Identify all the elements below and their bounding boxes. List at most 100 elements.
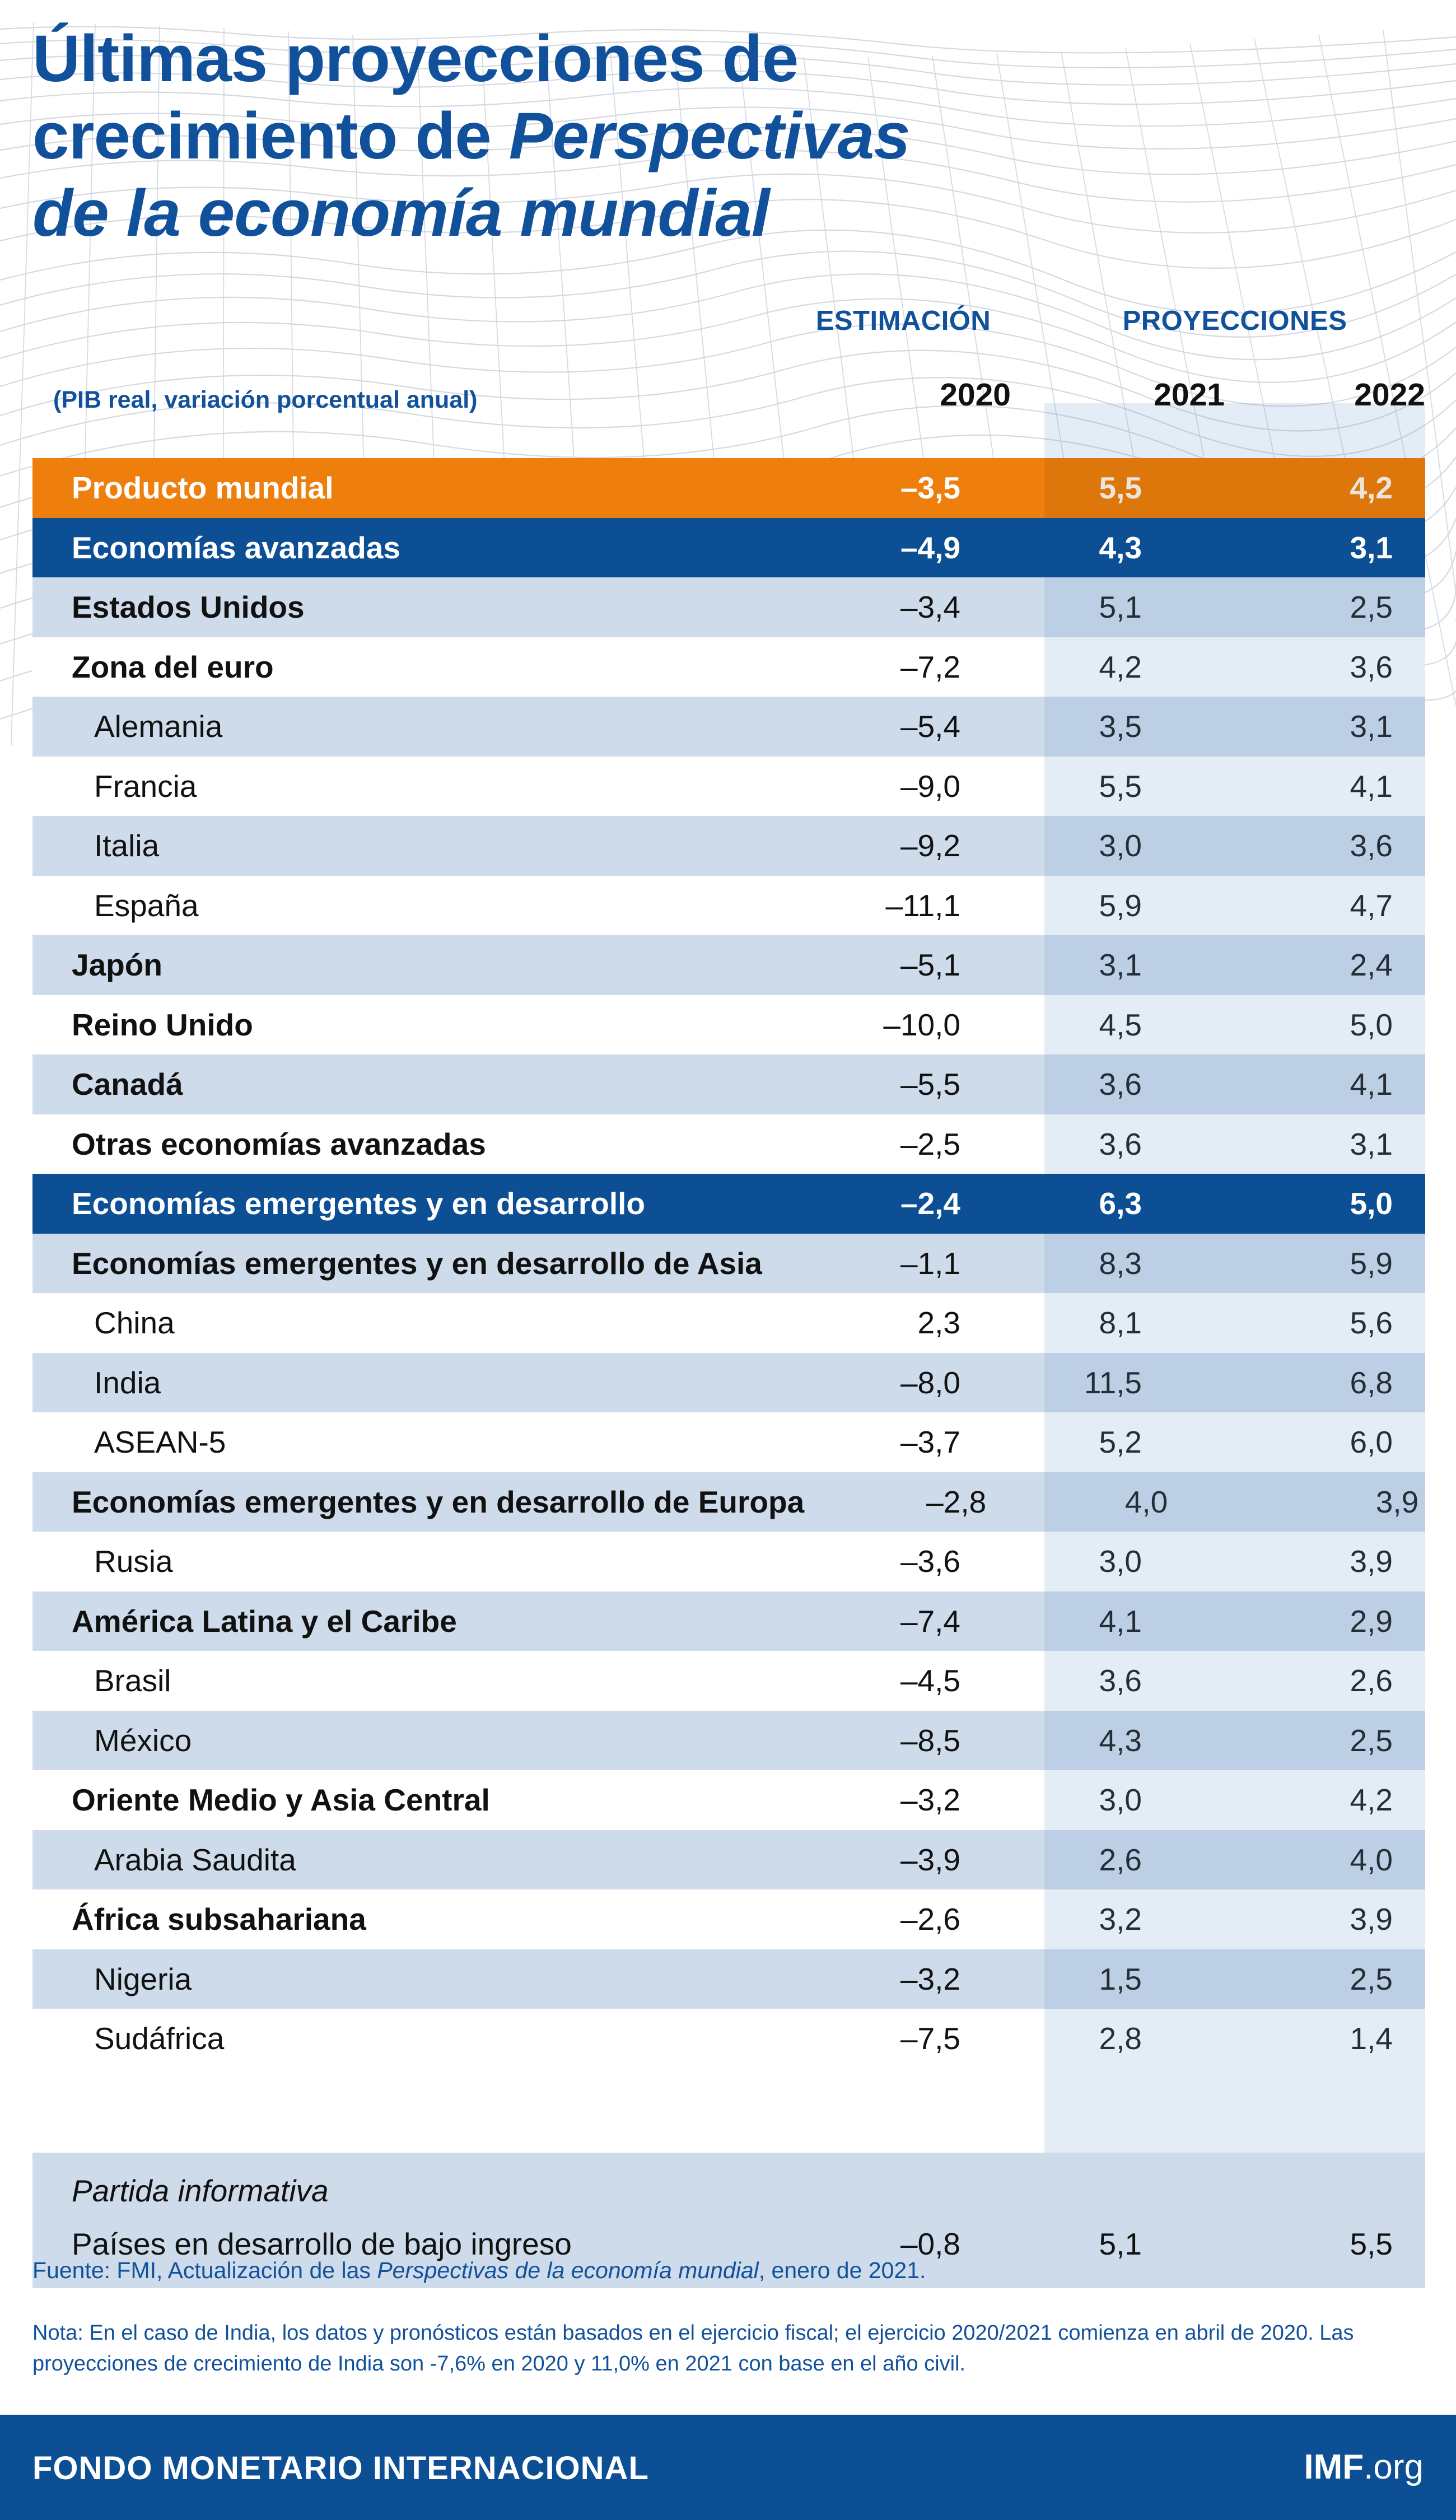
row-value-2020: –3,2 <box>900 1782 960 1818</box>
row-value-2021: 1,5 <box>1099 1961 1142 1996</box>
row-value-2020: –7,5 <box>900 2021 960 2056</box>
table-row: Rusia –3,6 3,0 3,9 <box>32 1532 1425 1592</box>
note-text: Nota: En el caso de India, los datos y p… <box>32 2321 1354 2376</box>
row-value-2021: 4,1 <box>1099 1603 1142 1639</box>
row-label: Francia <box>94 768 197 804</box>
row-value-2020: –3,7 <box>900 1425 960 1460</box>
row-value-2020: –11,1 <box>885 888 960 923</box>
table-row: Arabia Saudita –3,9 2,6 4,0 <box>32 1830 1425 1889</box>
row-value-2021: 3,5 <box>1099 709 1142 744</box>
row-label: Economías emergentes y en desarrollo <box>72 1186 645 1221</box>
source-publication: Perspectivas de la economía mundial <box>377 2257 759 2283</box>
table-row: Zona del euro –7,2 4,2 3,6 <box>32 637 1425 697</box>
row-label: Economías emergentes y en desarrollo de … <box>72 1245 762 1281</box>
table-row: Producto mundial –3,5 5,5 4,2 <box>32 458 1425 518</box>
row-label: Canadá <box>72 1067 183 1102</box>
footer-organization-name: FONDO MONETARIO INTERNACIONAL <box>32 2450 649 2486</box>
table-row: Otras economías avanzadas –2,5 3,6 3,1 <box>32 1114 1425 1174</box>
footer-url-light: .org <box>1364 2448 1424 2486</box>
row-value-2021: 3,0 <box>1099 1544 1142 1579</box>
row-value-2021: 5,1 <box>1099 590 1142 625</box>
table-row: Estados Unidos –3,4 5,1 2,5 <box>32 577 1425 637</box>
memorandum-label: Países en desarrollo de bajo ingreso <box>72 2226 572 2261</box>
row-label: Reino Unido <box>72 1007 253 1042</box>
row-value-2021: 3,1 <box>1099 948 1142 983</box>
row-value-2021: 4,5 <box>1099 1007 1142 1042</box>
row-label: Brasil <box>94 1663 171 1698</box>
table-row: México –8,5 4,3 2,5 <box>32 1710 1425 1770</box>
row-value-2021: 8,1 <box>1099 1305 1142 1341</box>
table-row: Alemania –5,4 3,5 3,1 <box>32 697 1425 757</box>
row-value-2021: 5,9 <box>1099 888 1142 923</box>
row-value-2022: 3,9 <box>1350 1544 1393 1579</box>
row-value-2022: 3,1 <box>1350 1126 1393 1161</box>
row-value-2020: –7,4 <box>900 1603 960 1639</box>
row-value-2022: 4,0 <box>1350 1842 1393 1877</box>
table-row: Oriente Medio y Asia Central –3,2 3,0 4,2 <box>32 1770 1425 1830</box>
row-label: India <box>94 1365 161 1400</box>
spacer-band-overlay <box>1044 2068 1425 2153</box>
memorandum-block: Partida informativa Países en desarrollo … <box>32 2152 1425 2288</box>
row-value-2021: 3,2 <box>1099 1902 1142 1937</box>
column-header-2020: 2020 <box>940 377 1011 413</box>
row-value-2021: 2,6 <box>1099 1842 1142 1877</box>
row-label: México <box>94 1723 192 1758</box>
row-value-2020: –5,4 <box>900 709 960 744</box>
row-value-2022: 5,9 <box>1350 1245 1393 1281</box>
row-label: Otras economías avanzadas <box>72 1126 486 1161</box>
row-value-2020: –2,5 <box>900 1126 960 1161</box>
table-row: Francia –9,0 5,5 4,1 <box>32 756 1425 816</box>
row-value-2020: 2,3 <box>917 1305 960 1341</box>
row-value-2020: –2,4 <box>900 1186 960 1221</box>
row-value-2022: 5,0 <box>1350 1186 1393 1221</box>
row-value-2021: 3,0 <box>1099 1782 1142 1818</box>
row-value-2022: 6,0 <box>1350 1425 1393 1460</box>
row-value-2021: 5,2 <box>1099 1425 1142 1460</box>
row-value-2022: 3,1 <box>1350 530 1393 565</box>
row-label: Japón <box>72 948 162 983</box>
row-value-2022: 3,1 <box>1350 709 1393 744</box>
table-row: Brasil –4,5 3,6 2,6 <box>32 1651 1425 1711</box>
row-value-2022: 1,4 <box>1350 2021 1393 2056</box>
row-value-2020: –2,6 <box>900 1902 960 1937</box>
memorandum-title: Partida informativa <box>72 2173 329 2208</box>
row-value-2022: 6,8 <box>1350 1365 1393 1400</box>
row-value-2022: 2,5 <box>1350 1723 1393 1758</box>
table-row: América Latina y el Caribe –7,4 4,1 2,9 <box>32 1591 1425 1651</box>
row-label: Rusia <box>94 1544 173 1579</box>
table-row: ASEAN-5 –3,7 5,2 6,0 <box>32 1412 1425 1472</box>
page-subtitle: (PIB real, variación porcentual anual) <box>53 386 478 413</box>
row-label: América Latina y el Caribe <box>72 1603 457 1639</box>
row-value-2020: –3,9 <box>900 1842 960 1877</box>
row-value-2020: –8,5 <box>900 1723 960 1758</box>
row-value-2021: 3,0 <box>1099 828 1142 864</box>
row-label: Oriente Medio y Asia Central <box>72 1782 490 1818</box>
row-value-2022: 4,2 <box>1350 470 1393 506</box>
source-prefix: Fuente: FMI, Actualización de las <box>32 2257 377 2283</box>
footer-url-bold: IMF <box>1304 2448 1364 2486</box>
row-value-2021: 5,5 <box>1099 470 1142 506</box>
table-row: España –11,1 5,9 4,7 <box>32 875 1425 935</box>
table-row: Economías emergentes y en desarrollo de … <box>32 1233 1425 1293</box>
title-line-2-prefix: crecimiento de <box>32 99 509 174</box>
row-value-2021: 2,8 <box>1099 2021 1142 2056</box>
page-footer: FONDO MONETARIO INTERNACIONAL IMF.org <box>0 2415 1456 2520</box>
row-value-2021: 5,5 <box>1099 768 1142 804</box>
footer-website-link[interactable]: IMF.org <box>1304 2447 1424 2487</box>
row-value-2021: 11,5 <box>1084 1365 1142 1400</box>
row-value-2022: 3,6 <box>1350 649 1393 684</box>
row-value-2020: –1,1 <box>900 1245 960 1281</box>
row-value-2020: –3,6 <box>900 1544 960 1579</box>
table-row: India –8,0 11,5 6,8 <box>32 1352 1425 1412</box>
row-label: África subsahariana <box>72 1902 366 1937</box>
row-value-2020: –3,4 <box>900 590 960 625</box>
table-row: Japón –5,1 3,1 2,4 <box>32 935 1425 995</box>
title-line-1: Últimas proyecciones de <box>32 22 799 96</box>
row-value-2022: 2,4 <box>1350 948 1393 983</box>
row-label: Arabia Saudita <box>94 1842 296 1877</box>
memorandum-value-2021: 5,1 <box>1099 2226 1142 2261</box>
row-label: Alemania <box>94 709 223 744</box>
memorandum-value-2020: –0,8 <box>900 2226 960 2261</box>
row-value-2021: 4,2 <box>1099 649 1142 684</box>
row-value-2022: 2,9 <box>1350 1603 1393 1639</box>
